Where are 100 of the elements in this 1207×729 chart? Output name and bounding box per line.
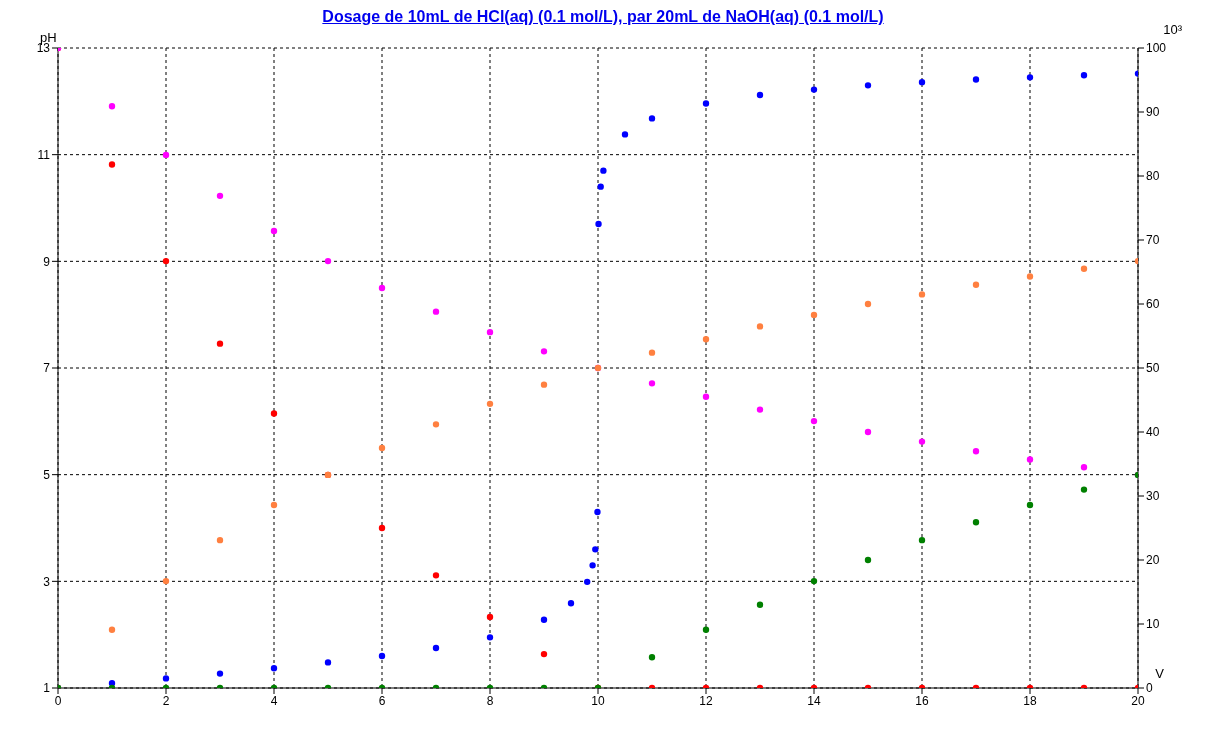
x-tick-label: 4 xyxy=(270,693,278,708)
point xyxy=(1026,74,1034,81)
point xyxy=(216,670,224,677)
point xyxy=(621,131,629,138)
point xyxy=(216,536,224,544)
point xyxy=(864,556,872,564)
point xyxy=(540,381,548,388)
point xyxy=(108,103,116,110)
point xyxy=(972,76,980,83)
y2-tick-label: 50 xyxy=(1146,361,1160,376)
y2-tick-label: 100 xyxy=(1146,41,1167,56)
point xyxy=(918,536,926,544)
point xyxy=(595,220,602,228)
point xyxy=(594,508,601,516)
point xyxy=(270,227,278,235)
y-tick-label: 5 xyxy=(43,467,51,482)
point xyxy=(1026,273,1034,280)
y-tick-label: 3 xyxy=(43,574,51,589)
point xyxy=(486,634,494,641)
point xyxy=(162,577,170,585)
x-tick-label: 12 xyxy=(699,693,713,708)
x-tick-label: 0 xyxy=(54,693,62,708)
y-tick-label: 11 xyxy=(37,147,51,162)
point xyxy=(972,519,980,526)
point xyxy=(702,336,710,343)
point xyxy=(1080,464,1088,471)
point xyxy=(432,421,440,428)
point xyxy=(810,577,818,585)
point xyxy=(756,323,764,330)
point xyxy=(486,400,494,408)
point xyxy=(810,311,818,319)
point xyxy=(270,410,278,417)
y2-tick-label: 30 xyxy=(1146,489,1160,504)
y2-axis-title: 10³ xyxy=(1163,22,1182,37)
point xyxy=(162,675,170,682)
point xyxy=(108,626,116,633)
point xyxy=(216,340,224,347)
point xyxy=(567,600,575,607)
y-tick-label: 1 xyxy=(43,681,51,696)
point xyxy=(1026,501,1034,509)
point xyxy=(540,616,548,623)
point xyxy=(162,151,170,159)
x-tick-label: 14 xyxy=(807,693,821,708)
y2-tick-label: 40 xyxy=(1146,425,1160,440)
point xyxy=(918,78,926,86)
x-tick-label: 2 xyxy=(162,693,170,708)
point xyxy=(378,524,386,532)
point xyxy=(864,82,872,89)
y-axis-title: pH xyxy=(40,30,57,45)
point xyxy=(589,562,596,569)
y-tick-label: 7 xyxy=(43,361,51,376)
point xyxy=(324,659,332,666)
point xyxy=(600,167,607,174)
x-tick-label: 16 xyxy=(915,693,929,708)
y2-tick-label: 0 xyxy=(1146,681,1153,696)
x-tick-label: 20 xyxy=(1131,693,1145,708)
point xyxy=(702,393,710,400)
point xyxy=(972,281,980,288)
point xyxy=(756,601,764,608)
point xyxy=(810,417,818,425)
x-tick-label: 6 xyxy=(378,693,386,708)
point xyxy=(648,654,656,661)
point xyxy=(432,572,440,579)
x-tick-label: 8 xyxy=(486,693,494,708)
y2-tick-label: 20 xyxy=(1146,553,1160,568)
point xyxy=(702,100,710,107)
point xyxy=(1080,486,1088,493)
point xyxy=(270,501,278,509)
point xyxy=(918,438,926,445)
point xyxy=(270,665,278,672)
point xyxy=(378,284,386,292)
point xyxy=(648,115,656,122)
point xyxy=(1080,72,1088,79)
point xyxy=(108,161,116,168)
point xyxy=(918,291,926,298)
x-tick-label: 10 xyxy=(591,693,605,708)
point xyxy=(540,348,548,355)
point xyxy=(216,192,224,200)
point xyxy=(584,578,591,586)
point xyxy=(1080,265,1088,272)
point xyxy=(597,183,604,190)
y2-tick-label: 80 xyxy=(1146,169,1160,184)
point xyxy=(972,448,980,455)
point xyxy=(432,308,440,315)
point xyxy=(486,613,494,621)
x-axis-title: V xyxy=(1155,666,1164,681)
y2-tick-label: 90 xyxy=(1146,105,1160,120)
point xyxy=(648,349,656,356)
x-tick-label: 18 xyxy=(1023,693,1037,708)
y2-tick-label: 10 xyxy=(1146,617,1160,632)
point xyxy=(864,300,872,308)
point xyxy=(486,328,494,336)
point xyxy=(756,91,764,99)
point xyxy=(592,546,599,553)
point xyxy=(324,257,332,265)
y2-tick-label: 70 xyxy=(1146,233,1160,248)
point xyxy=(810,86,818,93)
point xyxy=(648,380,656,387)
point xyxy=(1026,456,1034,463)
y2-tick-label: 60 xyxy=(1146,297,1160,312)
